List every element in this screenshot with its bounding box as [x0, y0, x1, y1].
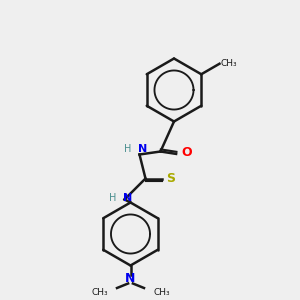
Text: N: N	[125, 272, 136, 286]
Text: CH₃: CH₃	[153, 288, 169, 297]
Text: H: H	[124, 144, 131, 154]
Text: H: H	[109, 193, 116, 203]
Text: S: S	[166, 172, 175, 185]
Text: N: N	[123, 193, 132, 203]
Text: N: N	[138, 144, 147, 154]
Text: CH₃: CH₃	[221, 59, 238, 68]
Text: CH₃: CH₃	[92, 288, 108, 297]
Text: O: O	[182, 146, 192, 159]
